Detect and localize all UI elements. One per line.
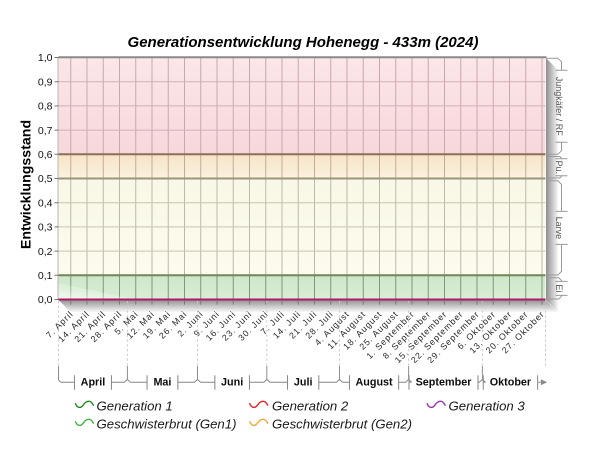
svg-text:0,9: 0,9: [38, 76, 53, 88]
svg-text:0,2: 0,2: [38, 246, 53, 258]
svg-text:Juni: Juni: [221, 377, 243, 389]
svg-text:Pu.: Pu.: [554, 160, 564, 174]
svg-text:Geschwisterbrut (Gen2): Geschwisterbrut (Gen2): [272, 417, 412, 432]
svg-text:Oktober: Oktober: [490, 377, 532, 389]
svg-text:Jungkäfer / RF: Jungkäfer / RF: [554, 77, 564, 137]
svg-text:0,0: 0,0: [38, 294, 53, 306]
svg-text:Generation 3: Generation 3: [449, 399, 526, 414]
svg-text:August: August: [355, 377, 393, 389]
svg-text:0,8: 0,8: [38, 101, 53, 113]
svg-text:0,4: 0,4: [38, 197, 53, 209]
svg-text:0,7: 0,7: [38, 125, 53, 137]
svg-text:0,1: 0,1: [38, 270, 53, 282]
svg-text:Mai: Mai: [153, 377, 171, 389]
svg-text:Ei: Ei: [554, 284, 564, 292]
svg-text:Geschwisterbrut (Gen1): Geschwisterbrut (Gen1): [97, 417, 237, 432]
svg-text:Larve: Larve: [554, 217, 564, 240]
svg-text:1,0: 1,0: [38, 52, 53, 64]
svg-text:0,6: 0,6: [38, 149, 53, 161]
svg-text:Generationsentwicklung Hoheneg: Generationsentwicklung Hohenegg - 433m (…: [128, 34, 479, 51]
svg-text:0,3: 0,3: [38, 222, 53, 234]
svg-text:September: September: [416, 377, 473, 389]
svg-text:April: April: [81, 377, 106, 389]
svg-text:0,5: 0,5: [38, 173, 53, 185]
svg-text:Generation 1: Generation 1: [97, 399, 173, 414]
svg-text:Generation 2: Generation 2: [272, 399, 349, 414]
svg-text:Juli: Juli: [294, 377, 313, 389]
svg-text:Entwicklungsstand: Entwicklungsstand: [19, 120, 35, 249]
